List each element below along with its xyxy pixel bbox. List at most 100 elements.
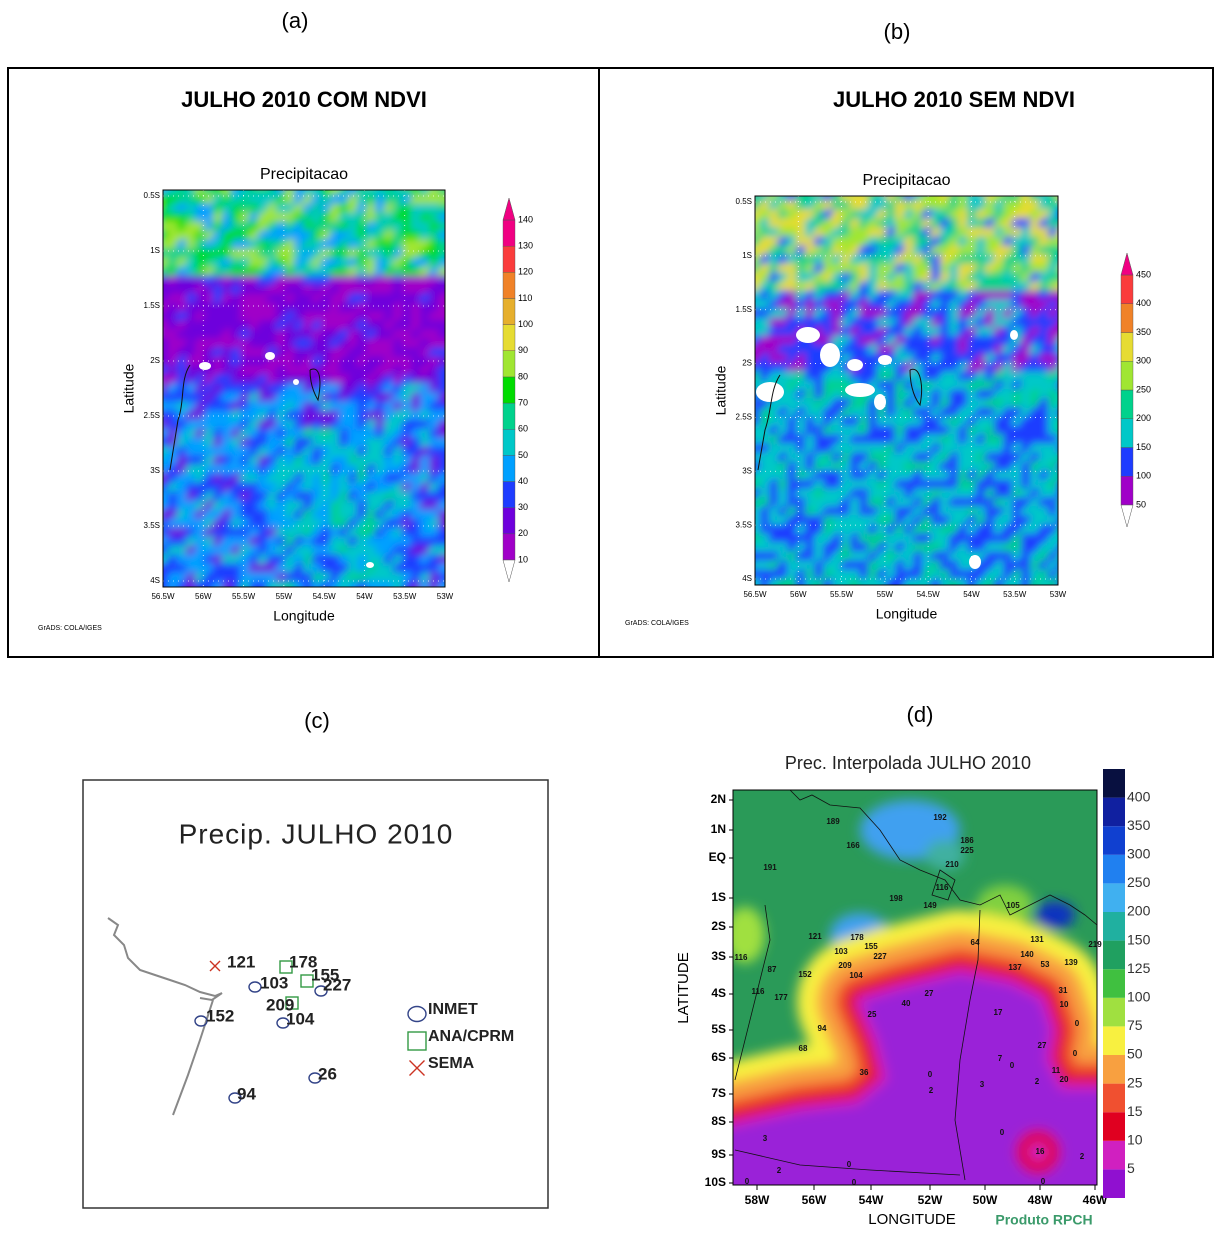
sema-symbol xyxy=(210,961,220,971)
colorbar-box xyxy=(503,246,515,272)
lat-tick-label: 5S xyxy=(711,1022,726,1036)
colorbar-box xyxy=(503,298,515,324)
map-title: Precipitacao xyxy=(260,166,348,183)
inmet-symbol xyxy=(408,1007,426,1022)
station-value: 68 xyxy=(799,1044,808,1053)
station-value: 121 xyxy=(808,932,822,941)
station-value: 227 xyxy=(873,952,887,961)
panel-title: Precip. JULHO 2010 xyxy=(179,818,454,849)
lat-tick-label: 3.5S xyxy=(736,520,752,529)
lon-tick-label: 58W xyxy=(745,1193,770,1207)
lat-tick-label: 0.5S xyxy=(736,197,752,206)
lon-tick-label: 55W xyxy=(276,592,293,601)
station-value: 94 xyxy=(237,1084,256,1103)
station-value: 152 xyxy=(798,970,812,979)
colorbar-tick-label: 30 xyxy=(518,502,528,512)
station-value: 0 xyxy=(928,1070,933,1079)
station-value: 40 xyxy=(902,999,911,1008)
station-value: 2 xyxy=(777,1166,782,1175)
colorbar-box xyxy=(1103,1141,1125,1170)
lat-tick-label: 6S xyxy=(711,1050,726,1064)
colorbar-box xyxy=(503,377,515,403)
station-value: 0 xyxy=(1041,1177,1046,1186)
colorbar-box xyxy=(1103,998,1125,1027)
colorbar-box xyxy=(1103,1169,1125,1198)
lon-tick-label: 56W xyxy=(802,1193,827,1207)
no-data xyxy=(366,562,374,568)
lon-tick-label: 55W xyxy=(877,590,894,599)
lon-tick-label: 54.5W xyxy=(313,592,337,601)
lon-tick-label: 55.5W xyxy=(232,592,256,601)
colorbar-tick-label: 150 xyxy=(1136,442,1151,452)
colorbar-tick-label: 400 xyxy=(1127,788,1151,804)
station-value: 137 xyxy=(1008,963,1022,972)
legend-entry: ANA/CPRM xyxy=(428,1028,514,1045)
station-value: 103 xyxy=(834,947,848,956)
station-value: 191 xyxy=(763,863,777,872)
lon-tick-label: 56.5W xyxy=(743,590,767,599)
colorbar-box xyxy=(503,482,515,508)
map-blobs xyxy=(149,176,453,597)
lat-tick-label: 1S xyxy=(742,251,752,260)
station-value: 149 xyxy=(923,901,937,910)
lat-tick-label: 2S xyxy=(150,356,160,365)
credit: GrADS: COLA/IGES xyxy=(38,625,102,632)
station-value: 0 xyxy=(1073,1049,1078,1058)
lat-tick-label: 1N xyxy=(711,822,726,836)
lon-tick-label: 50W xyxy=(973,1193,998,1207)
station-value: 0 xyxy=(1075,1019,1080,1028)
no-data xyxy=(845,383,875,397)
colorbar-tick-label: 110 xyxy=(518,293,532,303)
x-axis-label: LONGITUDE xyxy=(868,1211,956,1228)
colorbar-tick-label: 50 xyxy=(518,450,528,460)
colorbar-tick-label: 250 xyxy=(1136,384,1151,394)
station-value: 178 xyxy=(850,933,864,942)
station-value: 7 xyxy=(998,1054,1003,1063)
colorbar-box xyxy=(1121,361,1133,390)
panel-label: (d) xyxy=(907,702,934,727)
panel-label: (c) xyxy=(304,708,330,733)
colorbar-box xyxy=(1121,476,1133,505)
station-value: 152 xyxy=(206,1006,234,1025)
no-data xyxy=(265,352,275,360)
station-value: 104 xyxy=(849,971,863,980)
station-value: 20 xyxy=(1060,1075,1069,1084)
lat-tick-label: 3S xyxy=(150,466,160,475)
colorbar-tick-label: 15 xyxy=(1127,1103,1143,1119)
station-value: 131 xyxy=(1030,935,1044,944)
colorbar-tick-label: 350 xyxy=(1136,327,1151,337)
colorbar-box xyxy=(1103,798,1125,827)
colorbar-box xyxy=(1103,912,1125,941)
map-field xyxy=(741,182,1072,594)
colorbar-tick-label: 400 xyxy=(1136,298,1151,308)
station-value: 0 xyxy=(1010,1061,1015,1070)
station-value: 121 xyxy=(227,952,255,971)
station-value: 0 xyxy=(745,1177,750,1186)
station-value: 10 xyxy=(1060,1000,1069,1009)
colorbar-box xyxy=(503,455,515,481)
coastline xyxy=(108,918,222,1000)
lon-tick-label: 48W xyxy=(1028,1193,1053,1207)
colorbar-tick-label: 140 xyxy=(518,214,533,224)
station-value: 186 xyxy=(960,836,974,845)
sema-symbol xyxy=(410,1061,425,1076)
station-value: 210 xyxy=(945,860,959,869)
station-value: 27 xyxy=(925,989,934,998)
lat-tick-label: 4S xyxy=(711,986,726,1000)
colorbar-tick-label: 200 xyxy=(1136,413,1151,423)
lon-tick-label: 56W xyxy=(195,592,212,601)
lon-tick-label: 53W xyxy=(1050,590,1067,599)
no-data xyxy=(847,359,863,371)
lat-tick-label: EQ xyxy=(709,850,726,864)
colorbar-tick-label: 450 xyxy=(1136,269,1151,279)
lat-tick-label: 7S xyxy=(711,1086,726,1100)
colorbar-tick-label: 200 xyxy=(1127,903,1151,919)
colorbar-tick-label: 100 xyxy=(518,319,533,329)
station-value: 26 xyxy=(318,1064,337,1083)
colorbar-box xyxy=(1103,1026,1125,1055)
station-value: 94 xyxy=(818,1024,827,1033)
lat-tick-label: 2S xyxy=(742,359,752,368)
station-value: 87 xyxy=(768,965,777,974)
lat-tick-label: 4S xyxy=(742,574,752,583)
shade-patch xyxy=(1035,901,1075,929)
